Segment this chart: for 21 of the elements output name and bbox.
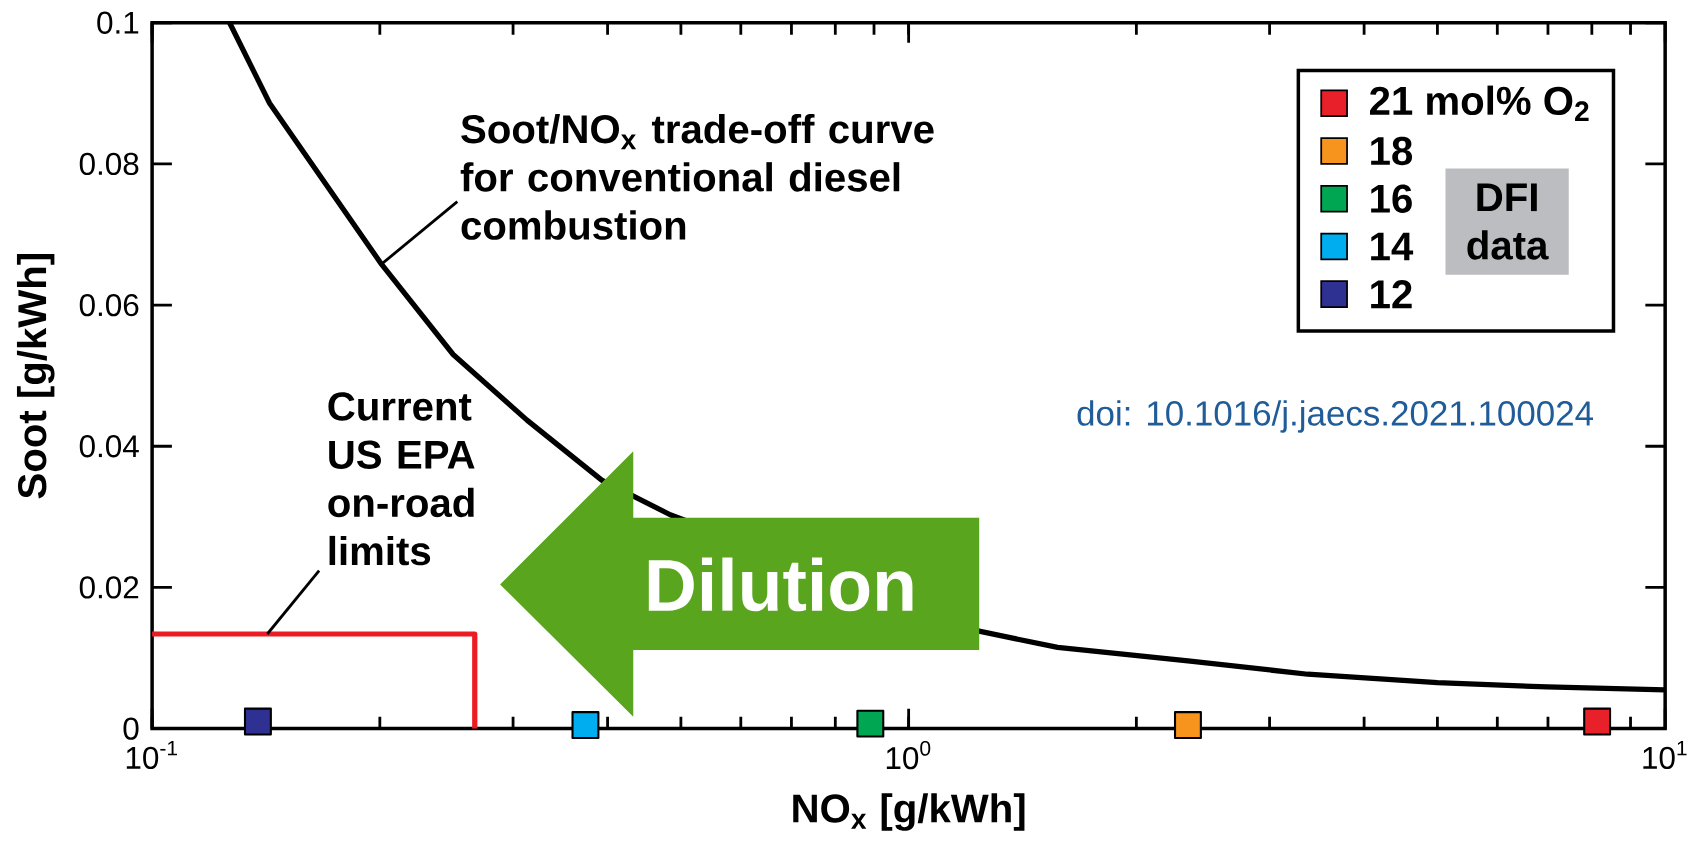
legend-title: DFI data — [1467, 183, 1549, 260]
x-axis-title: NO$_{x}$ [g/kWh] — [793, 793, 1025, 831]
y-tick-label: 0 — [123, 717, 139, 740]
y-tick-label: 0.08 — [79, 152, 139, 176]
y-tick-label: 0.02 — [79, 576, 139, 599]
annotation: doi: 10.1016/j.jaecs.2021.100024 — [1077, 400, 1593, 433]
annotation: Dilution — [648, 557, 913, 612]
x-tick-label: 10$^{0}$ — [886, 741, 931, 770]
y-tick-label: 0.06 — [79, 294, 139, 317]
y-axis-title: Soot [g/kWh] — [16, 254, 55, 499]
annotation: Soot/NO$_{x}$ trade-off curve for conventional diesel combustion — [460, 114, 934, 240]
legend-label: 14 — [1371, 232, 1414, 261]
y-tick-label: 0.1 — [97, 11, 139, 34]
legend-label: 18 — [1371, 136, 1413, 166]
legend-label: 12 — [1371, 280, 1412, 309]
x-tick-label: 10$^{1}$ — [1643, 741, 1687, 770]
legend-label: 16 — [1371, 184, 1412, 213]
annotation: Current US EPA on-road limits — [328, 392, 475, 566]
legend-label: 21 mol% O$_{2}$ — [1370, 85, 1589, 122]
y-tick-label: 0.04 — [79, 435, 139, 458]
x-tick-label: 10$^{-1}$ — [126, 741, 178, 770]
